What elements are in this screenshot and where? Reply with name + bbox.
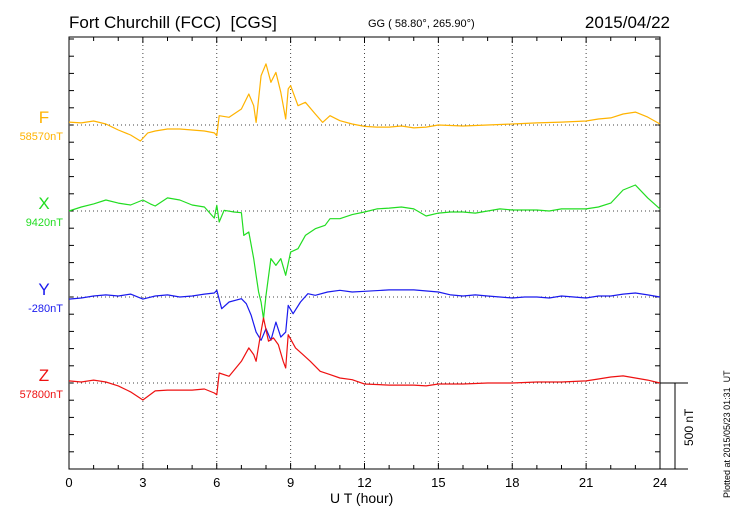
x-tick-label: 24: [653, 475, 667, 490]
x-tick-label: 18: [505, 475, 519, 490]
x-tick-label: 15: [431, 475, 445, 490]
x-tick-label: 6: [213, 475, 220, 490]
series-name-y: Y: [38, 280, 49, 299]
x-tick-label: 9: [287, 475, 294, 490]
station-title: Fort Churchill (FCC) [CGS]: [69, 13, 277, 32]
x-tick-label: 21: [579, 475, 593, 490]
series-name-z: Z: [39, 366, 49, 385]
series-name-x: X: [38, 194, 49, 213]
series-baseline-value-x: 9420nT: [26, 217, 64, 229]
series-line-f: [68, 63, 661, 142]
series-baseline-value-f: 58570nT: [20, 131, 64, 143]
series-line-x: [68, 184, 661, 320]
series-baseline-value-y: -280nT: [28, 303, 63, 315]
x-tick-label: 0: [65, 475, 72, 490]
x-tick-label: 12: [357, 475, 371, 490]
x-axis-label: U T (hour): [330, 490, 394, 506]
series-name-f: F: [39, 108, 49, 127]
geographic-coords: GG ( 58.80°, 265.90°): [368, 18, 475, 30]
x-tick-label: 3: [139, 475, 146, 490]
series-line-y: [68, 289, 661, 341]
series-line-z: [68, 317, 661, 401]
series-baseline-value-z: 57800nT: [20, 389, 64, 401]
date-label: 2015/04/22: [584, 13, 670, 32]
